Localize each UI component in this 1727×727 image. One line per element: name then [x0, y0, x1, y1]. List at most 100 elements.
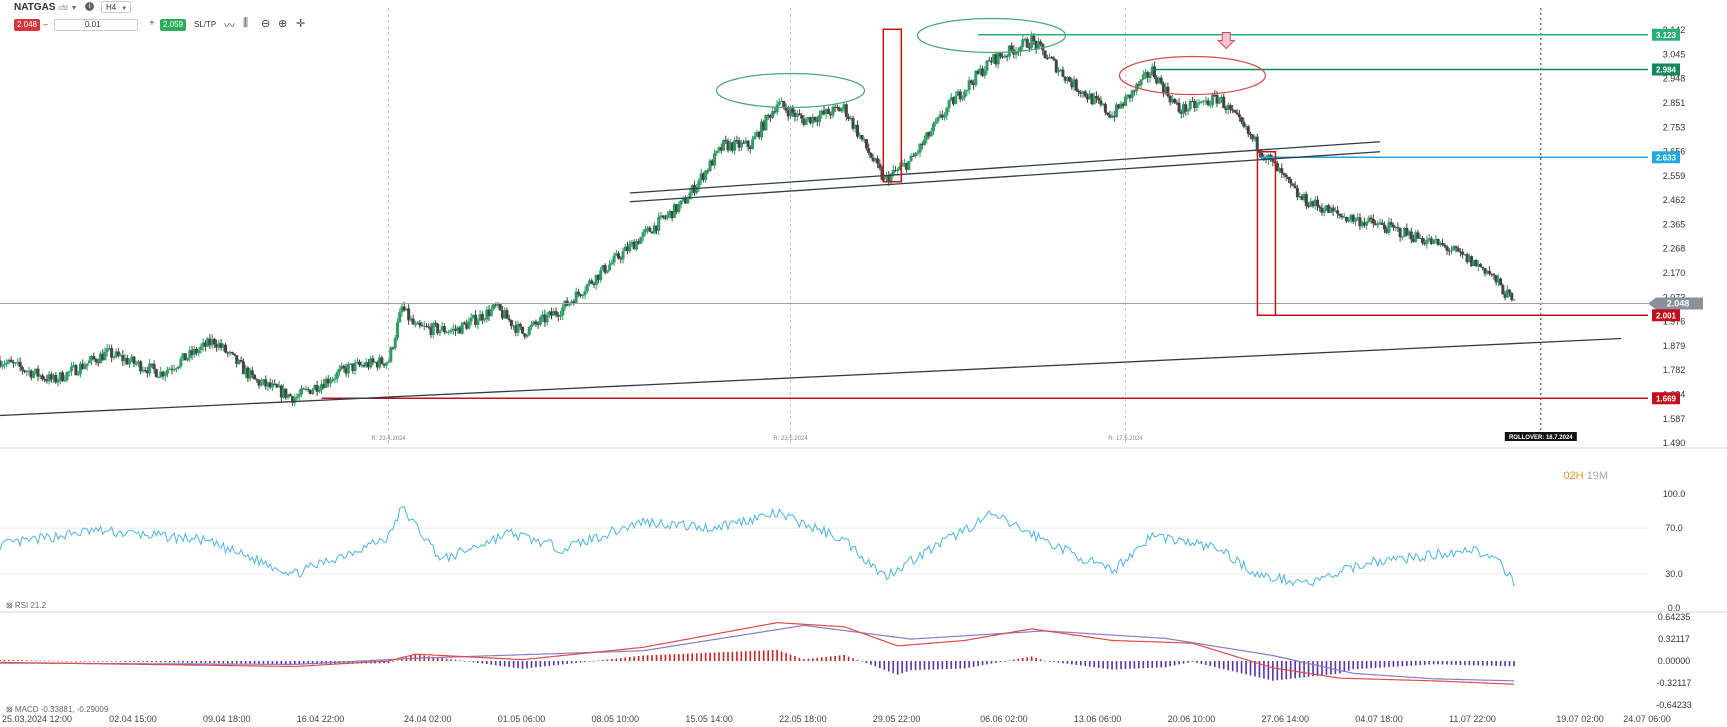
- macd-histogram-bar: [615, 658, 618, 662]
- candle-body: [860, 135, 864, 140]
- candle-body: [1242, 121, 1246, 127]
- macd-histogram-bar: [1200, 661, 1203, 664]
- current-price-label: 2.048: [1667, 299, 1690, 309]
- candle-body: [288, 394, 292, 397]
- candle-body: [152, 363, 156, 370]
- candle-body: [748, 147, 752, 150]
- candlestick-icon[interactable]: ⫼: [243, 17, 249, 29]
- macd-histogram-bar: [1316, 661, 1319, 676]
- buy-button[interactable]: 2.059: [160, 19, 186, 31]
- candle-body: [1463, 254, 1467, 256]
- candle-body: [1313, 199, 1317, 206]
- macd-histogram-bar: [249, 661, 251, 664]
- candle-body: [601, 264, 605, 271]
- macd-histogram-bar: [1450, 661, 1453, 665]
- candle-body: [492, 304, 496, 310]
- macd-histogram-bar: [847, 656, 850, 662]
- macd-histogram-bar: [1182, 661, 1185, 664]
- candle-body: [375, 362, 379, 368]
- sell-button[interactable]: 2.048: [14, 19, 40, 31]
- candle-body: [1371, 219, 1375, 224]
- candle-body: [114, 351, 118, 357]
- candle-body: [134, 363, 138, 365]
- candle-body: [494, 304, 498, 306]
- macd-histogram-bar: [1383, 661, 1386, 668]
- candle-body: [1365, 221, 1369, 226]
- macd-histogram-bar: [119, 661, 122, 662]
- macd-signal-line: [0, 624, 1515, 682]
- candle-body: [1175, 102, 1179, 104]
- candle-body: [594, 274, 598, 285]
- zoom-out-icon[interactable]: ⊖: [261, 18, 271, 30]
- candle-body: [143, 370, 147, 372]
- candle-body: [1083, 91, 1087, 97]
- candle-body: [416, 322, 420, 325]
- candle-body: [963, 91, 967, 98]
- candle-body: [107, 348, 111, 350]
- timeframe-selector[interactable]: H4 ▼: [101, 1, 131, 13]
- candle-body: [351, 363, 355, 371]
- candle-body: [599, 270, 603, 280]
- candle-body: [1184, 104, 1188, 112]
- macd-histogram-bar: [1155, 661, 1158, 668]
- sltp-button[interactable]: SL/TP: [194, 20, 217, 29]
- macd-histogram-bar: [25, 660, 28, 662]
- crosshair-icon[interactable]: ✛: [296, 18, 306, 30]
- candle-body: [974, 70, 978, 86]
- candle-body: [1387, 222, 1391, 233]
- candle-body: [576, 291, 580, 295]
- macd-histogram-bar: [347, 661, 350, 664]
- macd-histogram-bar: [530, 661, 533, 668]
- candle-body: [1224, 107, 1228, 110]
- macd-histogram-bar: [1289, 661, 1292, 679]
- candle-body: [215, 344, 219, 348]
- macd-histogram-bar: [678, 654, 680, 662]
- trendline: [0, 337, 1622, 417]
- macd-histogram-bar: [124, 661, 126, 662]
- candle-body: [742, 142, 746, 144]
- info-icon[interactable]: i: [85, 2, 94, 11]
- candle-body: [983, 70, 987, 76]
- macd-histogram-bar: [222, 661, 225, 664]
- macd-histogram-bar: [561, 661, 564, 665]
- rsi-axis-tick: 70.0: [1665, 523, 1683, 533]
- volume-decrease-button[interactable]: –: [43, 19, 49, 29]
- candle-body: [150, 363, 154, 365]
- zoom-in-icon[interactable]: ⊕: [278, 18, 288, 30]
- candle-body: [628, 244, 632, 252]
- candle-body: [1494, 275, 1498, 283]
- macd-histogram-bar: [1133, 661, 1136, 669]
- volume-increase-button[interactable]: +: [149, 18, 155, 29]
- candle-body: [232, 353, 236, 356]
- candle-body: [7, 359, 11, 363]
- candle-body: [29, 370, 33, 378]
- macd-histogram-bar: [669, 654, 671, 662]
- candle-body: [858, 135, 862, 137]
- candle-body: [509, 319, 513, 327]
- symbol-selector[interactable]: NATGAS cfd ▼: [14, 2, 78, 13]
- candle-body: [1316, 199, 1320, 207]
- macd-histogram-bar: [865, 661, 868, 664]
- candle-body: [1068, 77, 1072, 82]
- macd-histogram-bar: [66, 660, 68, 662]
- candle-body: [1048, 56, 1052, 59]
- candle-body: [523, 333, 527, 337]
- candle-body: [1407, 231, 1411, 236]
- level-label: 1.669: [1656, 394, 1677, 403]
- macd-histogram-bar: [1459, 661, 1462, 665]
- candle-body: [1309, 201, 1313, 207]
- candle-body: [1302, 194, 1306, 200]
- candle-body: [878, 163, 882, 169]
- candle-body: [311, 389, 315, 394]
- candle-body: [420, 325, 424, 327]
- macd-histogram-bar: [133, 661, 135, 662]
- volume-input[interactable]: 0.01: [54, 19, 138, 31]
- macd-histogram-bar: [1053, 661, 1055, 662]
- macd-histogram-bar: [713, 652, 716, 662]
- macd-histogram-bar: [468, 661, 470, 662]
- line-chart-icon[interactable]: 〰: [224, 20, 235, 32]
- candle-body: [751, 139, 755, 150]
- candle-body: [98, 353, 102, 364]
- candle-body: [1001, 56, 1005, 58]
